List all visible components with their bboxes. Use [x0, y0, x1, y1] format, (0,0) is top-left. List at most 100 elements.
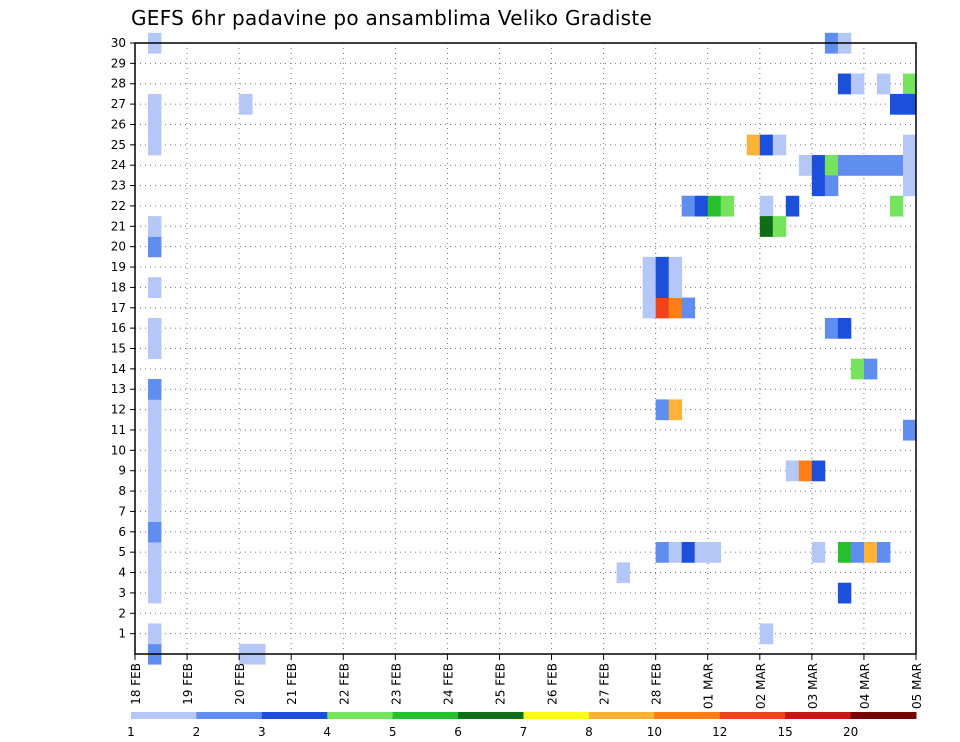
y-tick-label: 12 [111, 403, 126, 417]
colorbar-swatch [785, 712, 852, 719]
data-cell [148, 541, 162, 563]
colorbar-label: 6 [454, 725, 462, 739]
data-cell [902, 73, 917, 95]
data-cell [148, 317, 162, 339]
colorbar-label: 5 [389, 725, 397, 739]
data-cell [668, 256, 683, 278]
x-tick-label: 23 FEB [389, 663, 403, 705]
data-cell [850, 358, 865, 380]
data-cell [759, 623, 774, 645]
data-cell [785, 195, 800, 217]
x-tick-label: 19 FEB [181, 663, 195, 705]
colorbar-legend: 1 2 3 4 5 6 7 8 10 12 15 20 [127, 712, 917, 739]
dotted-grid [134, 42, 917, 654]
data-cell [681, 541, 696, 563]
y-tick-label: 8 [118, 484, 126, 498]
y-tick-label: 20 [111, 240, 126, 254]
data-cell [811, 175, 826, 197]
data-cell [616, 562, 631, 584]
data-cell [837, 317, 852, 339]
y-tick-label: 15 [111, 342, 126, 356]
x-axis: 18 FEB 19 FEB 20 FEB 21 FEB 22 FEB 23 FEB 24 F… [129, 654, 924, 709]
data-cell [668, 277, 683, 298]
x-tick-label: 02 MAR [754, 663, 768, 709]
data-cell [668, 297, 683, 319]
data-cell [655, 256, 670, 278]
y-tick-label: 1 [118, 627, 126, 641]
colorbar-label: 10 [647, 725, 662, 739]
colorbar-label: 2 [193, 725, 201, 739]
data-cell [902, 134, 917, 156]
y-tick-label: 16 [111, 321, 126, 335]
colorbar-swatch [392, 712, 459, 719]
data-cell [889, 93, 904, 115]
y-tick-label: 21 [111, 219, 126, 233]
data-cell [837, 582, 852, 604]
data-cell [824, 175, 839, 197]
y-tick-label: 3 [118, 586, 126, 600]
y-tick-label: 25 [111, 138, 126, 152]
data-cell [148, 419, 162, 441]
x-tick-label: 03 MAR [806, 663, 820, 709]
data-cell [694, 195, 709, 217]
y-tick-label: 19 [111, 260, 126, 274]
data-cell [837, 541, 852, 563]
data-cell [889, 155, 904, 176]
y-tick-label: 4 [118, 566, 126, 580]
data-cell [642, 277, 657, 298]
y-tick-label: 29 [111, 56, 126, 70]
colorbar-swatch [654, 712, 721, 719]
colorbar-swatch [850, 712, 917, 719]
x-tick-label: 24 FEB [441, 663, 455, 705]
x-tick-label: 05 MAR [910, 663, 924, 709]
data-cell [148, 582, 162, 604]
data-cell [889, 195, 904, 217]
data-cell [655, 399, 670, 421]
colorbar-label: 3 [258, 725, 266, 739]
y-tick-label: 5 [118, 545, 126, 559]
data-cell [902, 175, 917, 197]
data-cell [148, 236, 162, 258]
data-cell [655, 277, 670, 298]
data-cell [798, 155, 813, 176]
data-cell [707, 195, 722, 217]
data-cell [148, 399, 162, 421]
data-cell [811, 155, 826, 176]
colorbar-swatch [458, 712, 524, 719]
data-cell [642, 297, 657, 319]
y-tick-label: 17 [111, 301, 126, 315]
y-tick-label: 18 [111, 280, 126, 294]
y-tick-label: 26 [111, 117, 126, 131]
y-tick-label: 30 [111, 36, 126, 50]
data-cell [148, 338, 162, 360]
data-cell [148, 501, 162, 523]
data-cell [148, 93, 162, 115]
data-cell [239, 93, 253, 115]
data-cell [863, 155, 878, 176]
data-cell [876, 155, 891, 176]
data-cell [863, 541, 878, 563]
data-cell [772, 134, 787, 156]
data-cell [681, 297, 696, 319]
data-cell [850, 155, 865, 176]
colorbar-label: 12 [712, 725, 727, 739]
data-cell [902, 155, 917, 176]
y-tick-label: 22 [111, 199, 126, 213]
data-cell [850, 73, 865, 95]
y-tick-label: 6 [118, 525, 126, 539]
data-cell [681, 195, 696, 217]
data-cell [694, 541, 709, 563]
x-tick-label: 04 MAR [858, 663, 872, 709]
data-cell [837, 73, 852, 95]
data-cell [148, 623, 162, 645]
x-tick-label: 26 FEB [546, 663, 560, 705]
data-cell [148, 521, 162, 543]
y-tick-label: 9 [118, 464, 126, 478]
data-cell [720, 195, 735, 217]
colorbar-swatch [261, 712, 328, 719]
colorbar-label: 8 [585, 725, 593, 739]
colorbar-swatch [719, 712, 786, 719]
x-tick-label: 22 FEB [337, 663, 351, 705]
x-tick-label: 25 FEB [493, 663, 507, 705]
